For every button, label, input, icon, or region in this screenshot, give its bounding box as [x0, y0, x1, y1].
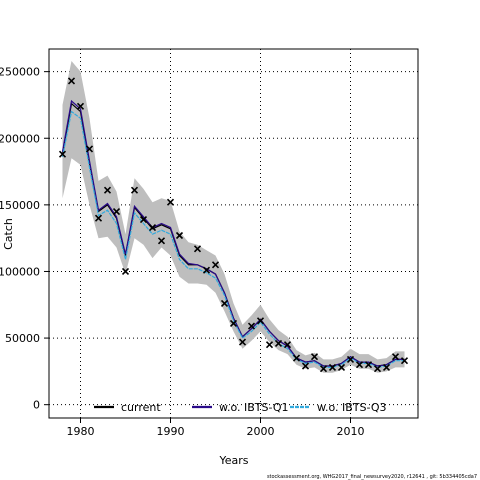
- y-axis: 0 50000 100000 150000 200000 250000: [0, 66, 49, 412]
- observed-points: [58, 77, 409, 373]
- observed-point: [337, 363, 346, 371]
- observed-point: [328, 363, 337, 371]
- observed-point: [166, 198, 175, 206]
- observed-point: [220, 299, 229, 308]
- observed-point: [256, 317, 265, 325]
- observed-point: [211, 261, 220, 269]
- x-axis: 1980 1990 2000 2010: [67, 418, 365, 438]
- y-tick-label: 150000: [0, 199, 40, 212]
- observed-point: [283, 341, 292, 349]
- x-tick-label: 1990: [157, 425, 185, 438]
- legend: current w.o. IBTS-Q1 w.o. IBTS-Q3: [94, 401, 387, 414]
- series-line-w-o-ibts-q1: [61, 99, 405, 367]
- observed-point: [139, 215, 148, 224]
- observed-point: [58, 150, 67, 158]
- footer-credit: stockassessment.org, WHG2017_final_newsu…: [266, 474, 477, 480]
- observed-point: [94, 214, 103, 222]
- observed-point: [76, 102, 85, 110]
- observed-point: [382, 363, 391, 371]
- observed-point: [157, 237, 166, 245]
- observed-point: [265, 341, 274, 349]
- observed-point: [85, 145, 94, 153]
- x-tick-label: 2000: [247, 425, 275, 438]
- observed-point: [202, 266, 211, 274]
- observed-point: [121, 267, 130, 276]
- y-tick-label: 100000: [0, 265, 40, 278]
- observed-point: [346, 355, 355, 363]
- x-axis-label: Years: [218, 454, 248, 467]
- observed-point: [274, 339, 283, 347]
- observed-point: [319, 365, 328, 373]
- confidence-band: [62, 61, 405, 373]
- observed-point: [148, 223, 157, 232]
- observed-point: [364, 361, 373, 369]
- plot-frame: [48, 48, 419, 419]
- observed-point: [301, 362, 310, 370]
- observed-point: [373, 365, 382, 373]
- y-tick-label: 50000: [5, 332, 40, 345]
- band-area: [62, 61, 405, 373]
- observed-point: [292, 354, 301, 362]
- x-tick-label: 1980: [67, 425, 95, 438]
- observed-point: [391, 353, 400, 361]
- observed-point: [310, 353, 319, 361]
- series-line-w-o-ibts-q3: [61, 110, 405, 369]
- legend-label: w.o. IBTS-Q1: [219, 401, 289, 414]
- observed-point: [103, 186, 112, 194]
- observed-point: [175, 231, 184, 240]
- observed-point: [130, 186, 139, 194]
- observed-point: [238, 338, 247, 346]
- observed-point: [67, 77, 76, 85]
- y-tick-label: 200000: [0, 132, 40, 145]
- y-tick-label: 0: [33, 399, 40, 412]
- observed-point: [355, 361, 364, 369]
- legend-label: current: [121, 401, 161, 414]
- x-tick-label: 2010: [337, 425, 365, 438]
- observed-point: [400, 357, 409, 365]
- observed-point: [193, 245, 202, 253]
- series-lines: [61, 99, 405, 369]
- legend-label: w.o. IBTS-Q3: [317, 401, 387, 414]
- y-axis-label: Catch: [2, 218, 15, 250]
- observed-point: [229, 319, 238, 327]
- observed-point: [112, 207, 121, 216]
- y-tick-label: 250000: [0, 66, 40, 79]
- observed-point: [247, 322, 256, 330]
